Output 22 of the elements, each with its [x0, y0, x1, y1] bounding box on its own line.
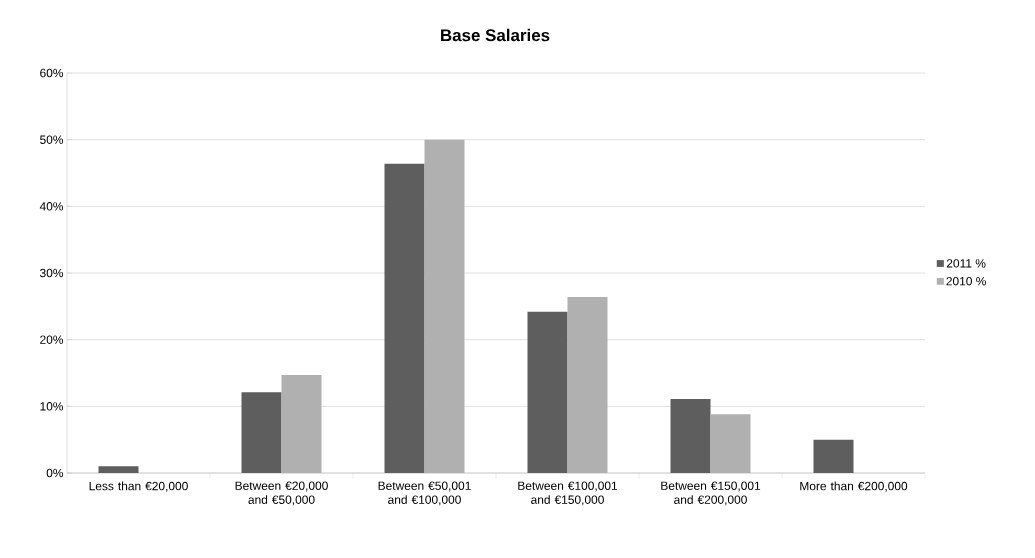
- y-tick-label: 10%: [40, 402, 64, 411]
- y-tick-label: 60%: [40, 68, 64, 78]
- x-tick-label: Between €100,001 and €150,000: [518, 481, 618, 506]
- x-tick-label: Between €20,000 and €50,000: [235, 481, 328, 506]
- bar: [241, 392, 282, 473]
- bar: [384, 163, 425, 473]
- y-tick-label: 50%: [40, 135, 64, 144]
- y-tick-label: 30%: [40, 268, 64, 278]
- x-tick-label: More than €200,000: [800, 481, 908, 492]
- bar: [98, 466, 139, 473]
- legend-label: 2010 %: [946, 277, 986, 286]
- chart-title: Base Salaries: [441, 28, 550, 42]
- bar: [813, 439, 854, 473]
- y-tick-label: 40%: [39, 202, 64, 211]
- bar: [527, 311, 568, 473]
- x-tick-label: Between €150,001 and €200,000: [661, 481, 761, 506]
- legend-label: 2011 %: [946, 259, 986, 268]
- x-tick-label: Less than €20,000: [89, 481, 188, 492]
- x-tick-label: Between €50,001 and €100,000: [378, 481, 471, 506]
- y-tick-label: 20%: [40, 335, 64, 344]
- y-tick-label: 0%: [46, 468, 64, 478]
- bar: [670, 399, 711, 473]
